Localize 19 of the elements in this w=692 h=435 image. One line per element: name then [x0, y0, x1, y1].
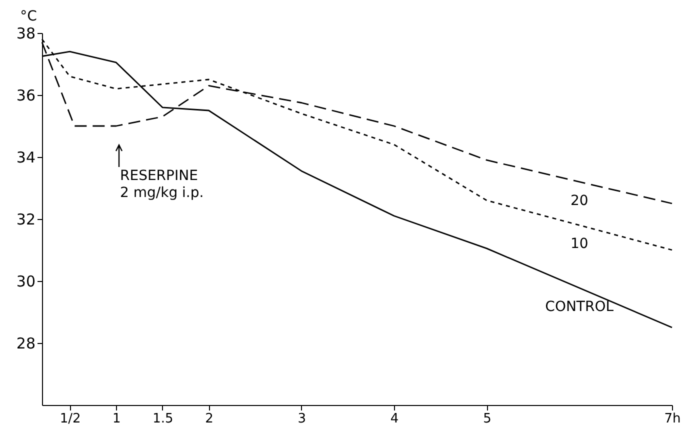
x-tick-label: 1 — [112, 412, 121, 426]
x-tick-label: 7h — [664, 412, 681, 426]
y-tick-label: 36 — [16, 86, 36, 104]
x-tick-label: 3 — [298, 412, 306, 426]
y-tick-label: 38 — [16, 24, 36, 42]
x-tick-label: 1/2 — [60, 412, 81, 426]
series-label: 10 — [570, 236, 588, 252]
y-tick-label: 30 — [16, 272, 36, 290]
y-tick-label: 32 — [16, 210, 36, 228]
annotation: RESERPINE 2 mg/kg i.p. — [120, 168, 204, 201]
x-tick-label: 5 — [483, 412, 492, 426]
y-axis-title: °C — [20, 8, 38, 24]
series-label: CONTROL — [545, 298, 614, 315]
y-tick-label: 28 — [16, 334, 36, 352]
y-tick-label: 34 — [16, 148, 36, 166]
x-tick-label: 4 — [390, 412, 399, 426]
x-tick-label: 2 — [205, 412, 214, 426]
x-tick-label: 1.5 — [152, 412, 174, 426]
series-label: 20 — [570, 192, 588, 209]
